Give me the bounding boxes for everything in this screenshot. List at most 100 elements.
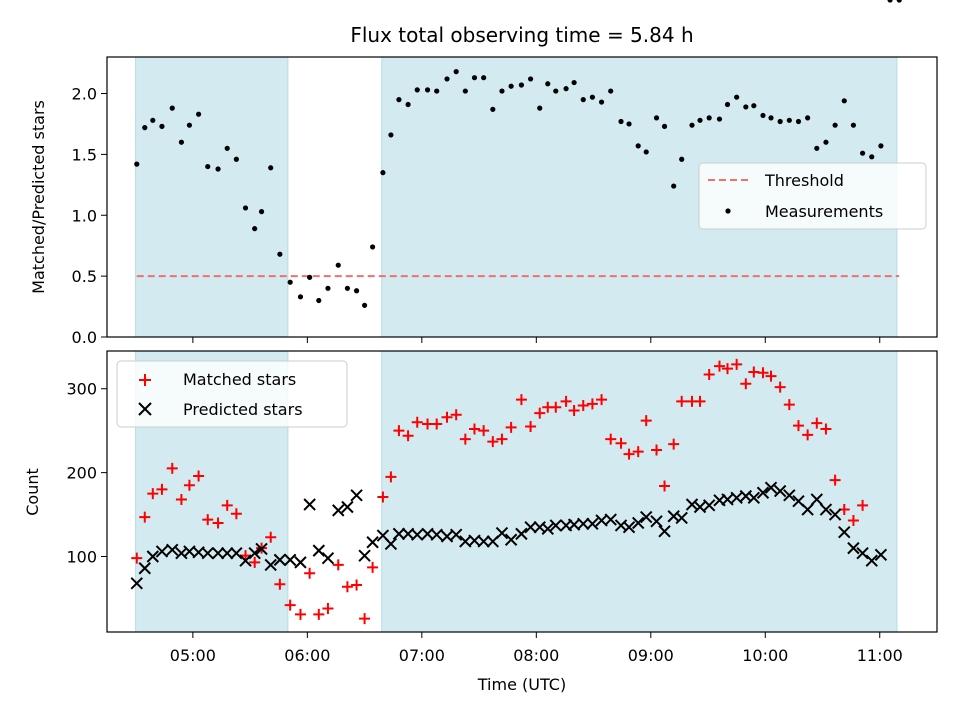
measurement-point <box>661 123 668 129</box>
matched-star-point <box>757 367 769 379</box>
matched-star-point <box>265 531 277 543</box>
x-tick-label: 06:00 <box>284 646 330 665</box>
x-tick-label: 09:00 <box>628 646 674 665</box>
measurement-point <box>832 122 838 128</box>
measurement-point <box>205 163 211 170</box>
measurement-point <box>697 117 703 123</box>
predicted-star-point <box>366 536 379 549</box>
matched-star-point <box>515 394 527 406</box>
measurement-point <box>268 165 274 171</box>
matched-star-point <box>847 514 859 526</box>
matched-star-point <box>367 561 379 573</box>
bottom-legend-box <box>116 360 348 428</box>
top-legend: Threshold Measurements <box>698 162 927 230</box>
x-tick-label: 07:00 <box>399 646 445 665</box>
matched-star-point <box>694 395 706 407</box>
top-y-ticks: 0.0 0.5 1.0 1.5 2.0 <box>72 85 107 347</box>
matched-star-point <box>550 401 562 413</box>
matched-star-point <box>586 398 598 410</box>
measurement-point <box>743 104 749 110</box>
matched-star-point <box>703 368 715 380</box>
legend-predicted-swatch <box>138 402 152 416</box>
measurement-point <box>325 285 331 291</box>
matched-star-point <box>294 608 306 620</box>
measurement-point <box>527 76 534 82</box>
matched-star-point <box>596 394 608 406</box>
predicted-star-point <box>201 546 214 560</box>
predicted-star-point <box>586 517 599 531</box>
measurement-point <box>344 285 351 291</box>
matched-star-point <box>774 381 786 393</box>
predicted-star-point <box>166 543 179 557</box>
matched-star-point <box>811 417 823 429</box>
matched-star-point <box>156 483 168 495</box>
matched-star-point <box>792 420 804 432</box>
measurement-point <box>388 132 394 138</box>
legend-predicted-label: Predicted stars <box>183 400 303 419</box>
measurement-point <box>396 97 402 103</box>
matched-star-point <box>131 552 143 564</box>
measurement-point <box>405 101 411 108</box>
matched-star-point <box>393 425 405 437</box>
matched-star-point <box>740 378 752 390</box>
measurement-point <box>471 75 478 81</box>
bottom-y-ticks: 100 200 300 <box>66 380 107 567</box>
predicted-star-point <box>264 558 277 572</box>
x-tick-label: 05:00 <box>170 646 216 665</box>
legend-matched-swatch <box>139 374 151 386</box>
predicted-star-point <box>138 562 151 575</box>
measurement-point <box>823 139 829 145</box>
measurement-point <box>689 122 695 128</box>
top-axes-frame <box>106 56 938 338</box>
measurement-point <box>545 81 551 87</box>
measurement-point <box>589 94 596 100</box>
measurement-point <box>361 302 368 308</box>
measurement-point <box>150 117 156 123</box>
measurement-point <box>734 94 740 100</box>
legend-threshold-label: Threshold <box>764 171 844 190</box>
matched-star-point <box>147 488 159 500</box>
predicted-star-point <box>411 528 424 541</box>
matched-star-point <box>820 423 832 435</box>
matched-star-point <box>359 613 371 625</box>
matched-star-point <box>284 599 296 611</box>
bottom-y-tick-label: 300 <box>66 380 97 399</box>
measurement-point <box>434 88 440 94</box>
predicted-star-point <box>622 520 636 534</box>
measurement-point <box>353 288 360 294</box>
measurement-point <box>679 156 685 162</box>
matched-star-point <box>274 578 286 590</box>
predicted-star-point <box>847 541 860 555</box>
measurement-point <box>626 121 632 127</box>
matched-star-point <box>713 360 725 372</box>
measurement-point <box>553 88 559 94</box>
predicted-star-point <box>350 489 363 502</box>
matched-star-point <box>193 470 205 482</box>
matched-star-point <box>202 514 214 526</box>
measurement-point <box>233 156 239 162</box>
bottom-y-tick-label: 200 <box>66 464 97 483</box>
measurement-point <box>277 251 283 257</box>
matched-star-point <box>651 444 663 456</box>
measurement-point <box>777 118 783 125</box>
top-y-axis-label: Matched/Predicted stars <box>29 100 48 294</box>
predicted-stars-points <box>131 482 888 590</box>
predicted-star-point <box>449 528 463 541</box>
predicted-star-point <box>640 510 653 524</box>
matched-star-point <box>450 409 462 421</box>
predicted-star-point <box>430 528 443 541</box>
measurement-point <box>215 166 221 172</box>
top-y-tick-label: 1.5 <box>72 145 97 164</box>
measurement-point <box>508 83 514 89</box>
matched-star-point <box>332 559 344 571</box>
matched-star-point <box>249 556 261 568</box>
measurement-point <box>896 0 902 3</box>
predicted-star-point <box>248 546 261 560</box>
predicted-star-point <box>756 486 770 499</box>
predicted-star-point <box>495 526 509 540</box>
measurement-point <box>887 0 893 3</box>
x-tick-label: 08:00 <box>513 646 559 665</box>
predicted-star-point <box>220 546 234 560</box>
measurement-point <box>786 117 792 123</box>
